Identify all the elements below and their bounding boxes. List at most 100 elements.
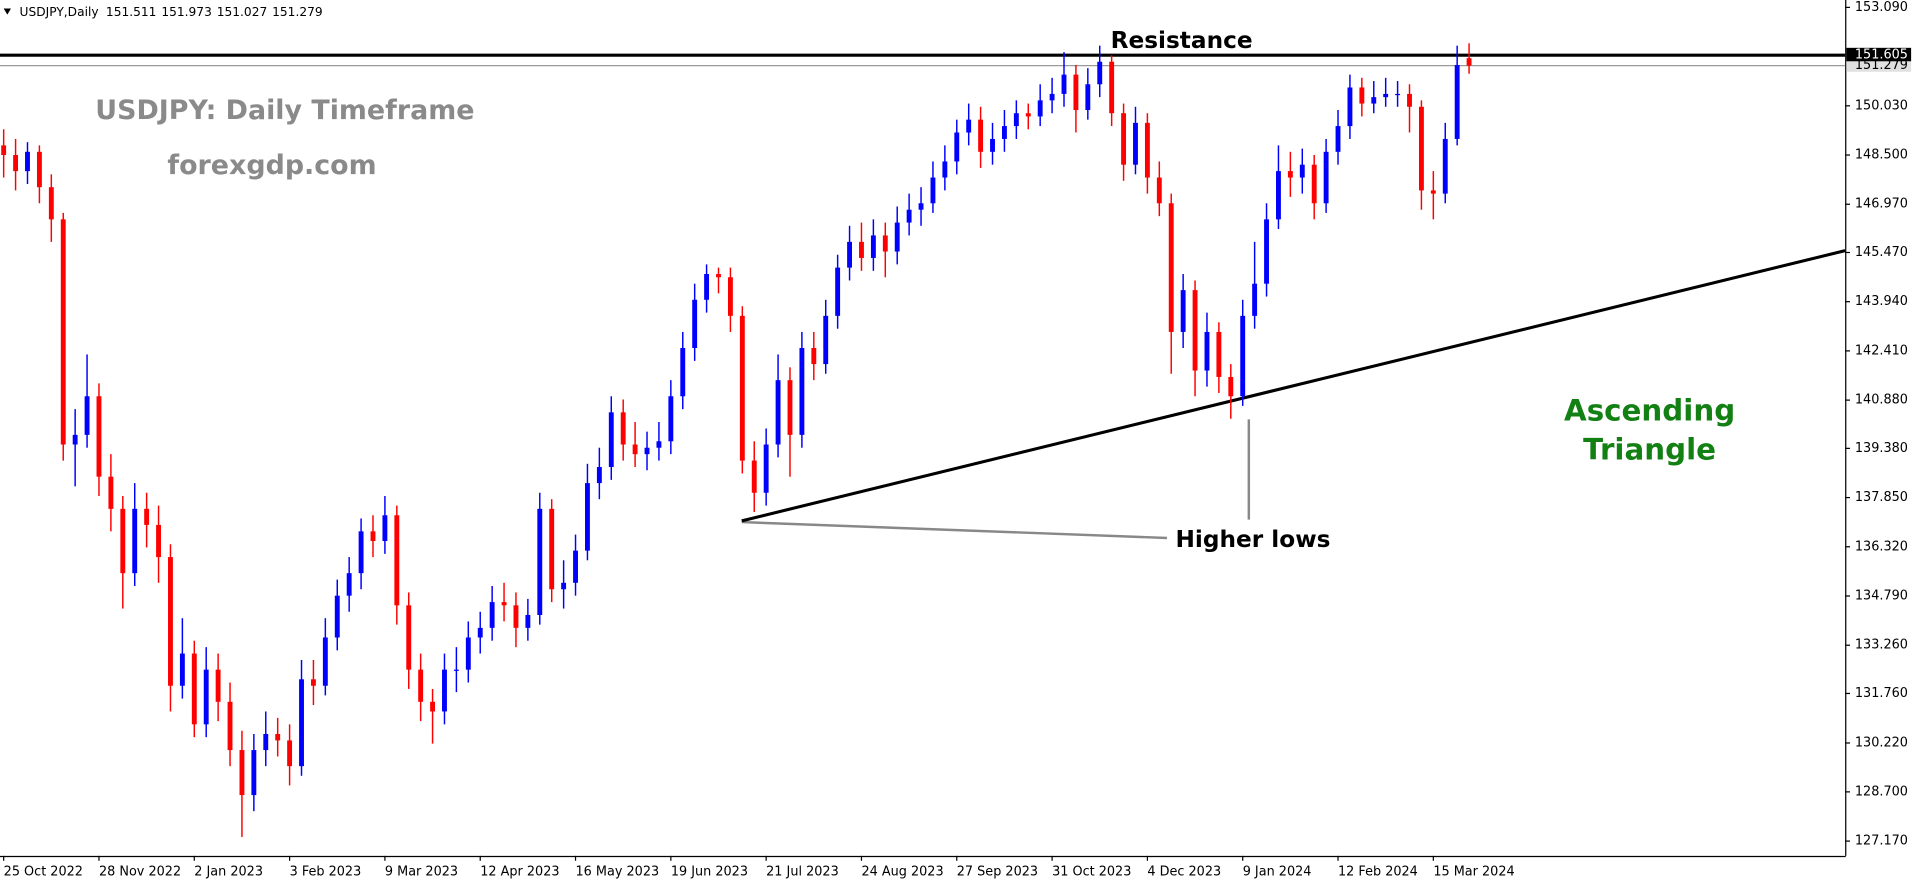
candle-body: [835, 267, 841, 316]
chart-title: USDJPY: Daily Timeframe: [95, 95, 474, 126]
x-tick-label: 15 Mar 2024: [1433, 864, 1514, 879]
candle-body: [1323, 151, 1329, 204]
candle-body: [96, 396, 102, 477]
candle-body: [870, 235, 876, 258]
candle-body: [1240, 315, 1246, 397]
candle-body: [310, 679, 316, 686]
candle-body: [156, 524, 161, 558]
resistance-label: Resistance: [1111, 27, 1253, 54]
x-tick-label: 16 May 2023: [576, 864, 660, 879]
candle-body: [942, 161, 948, 178]
candle-body: [1061, 74, 1067, 94]
candle-body: [442, 669, 447, 712]
candle-body: [251, 750, 257, 796]
candle-body: [1418, 106, 1424, 191]
candle-body: [120, 508, 126, 574]
y-tick-label: 146.970: [1855, 197, 1908, 212]
candle-body: [811, 348, 817, 365]
candle-body: [36, 151, 42, 188]
candle-body: [1013, 113, 1019, 127]
candle-body: [1276, 171, 1281, 220]
candle-body: [978, 119, 984, 152]
candle-body: [430, 701, 436, 712]
candle-body: [847, 241, 852, 268]
candle-body: [453, 669, 459, 671]
y-tick-label: 134.790: [1855, 588, 1908, 603]
higher-lows-label: Higher lows: [1176, 526, 1331, 553]
candle-body: [1025, 113, 1031, 117]
candle-body: [573, 550, 578, 583]
candle-body: [1371, 97, 1377, 104]
candle-body: [799, 348, 805, 435]
candle-body: [25, 151, 30, 172]
candle-body: [48, 187, 54, 220]
candle-body: [239, 750, 245, 796]
candle-body: [191, 653, 197, 725]
x-tick-label: 21 Jul 2023: [766, 864, 839, 879]
candle-body: [1097, 61, 1103, 85]
candle-body: [1216, 331, 1222, 377]
candle-body: [739, 315, 745, 461]
candle-body: [72, 434, 78, 445]
candle-body: [501, 602, 507, 606]
symbol: USDJPY,Daily: [20, 5, 99, 19]
candle-body: [394, 515, 400, 606]
candle-body: [704, 274, 710, 300]
open-value: 151.511: [106, 5, 157, 19]
candle-body: [1073, 74, 1079, 111]
candle-body: [1311, 164, 1317, 204]
candle-body: [84, 396, 90, 435]
candle-body: [1133, 122, 1138, 165]
candle-body: [549, 508, 555, 590]
close-value: 151.279: [272, 5, 323, 19]
x-tick-label: 12 Apr 2023: [480, 864, 559, 879]
pattern-label: Ascending: [1564, 394, 1735, 428]
candle-body: [168, 557, 173, 686]
candle-body: [418, 669, 424, 702]
candle-body: [1383, 93, 1389, 98]
pattern-label: Triangle: [1583, 433, 1716, 467]
candle-body: [1347, 87, 1353, 127]
candle-body: [823, 315, 829, 365]
candle-body: [1121, 113, 1127, 165]
candle-body: [1407, 93, 1412, 107]
candle-body: [334, 595, 340, 638]
candle-body: [13, 155, 19, 172]
candle-body: [1287, 171, 1293, 178]
candle-body: [1430, 190, 1436, 194]
candle-body: [406, 605, 412, 670]
candle-body: [1442, 138, 1448, 194]
resistance-price-label: 151.605: [1855, 48, 1908, 63]
candle-body: [751, 460, 757, 493]
candle-body: [1085, 84, 1091, 111]
candle-body: [990, 138, 995, 152]
candle-body: [1109, 61, 1115, 114]
y-tick-label: 133.260: [1855, 638, 1908, 653]
candle-body: [525, 614, 531, 628]
chart-subtitle: forexgdp.com: [167, 150, 376, 181]
candle-body: [1168, 203, 1174, 332]
candle-body: [632, 444, 638, 455]
y-tick-label: 131.760: [1855, 686, 1908, 701]
candle-body: [620, 412, 626, 445]
candle-body: [716, 274, 721, 278]
y-tick-label: 143.940: [1855, 294, 1908, 309]
candle-body: [692, 299, 698, 349]
candle-body: [60, 219, 66, 445]
candle-body: [227, 701, 233, 751]
candle-body: [1049, 93, 1055, 101]
y-tick-label: 153.090: [1855, 0, 1908, 15]
candle-body: [132, 508, 138, 574]
y-tick-label: 139.380: [1855, 441, 1908, 456]
x-tick-label: 12 Feb 2024: [1338, 864, 1418, 879]
y-tick-label: 148.500: [1855, 148, 1908, 163]
candle-body: [668, 396, 674, 442]
candle-body: [1359, 87, 1365, 104]
x-tick-label: 24 Aug 2023: [861, 864, 943, 879]
y-tick-label: 140.880: [1855, 393, 1908, 408]
candle-body: [906, 209, 912, 223]
candle-body: [287, 740, 293, 767]
candle-body: [489, 602, 495, 628]
high-value: 151.973: [161, 5, 212, 19]
low-value: 151.027: [217, 5, 268, 19]
